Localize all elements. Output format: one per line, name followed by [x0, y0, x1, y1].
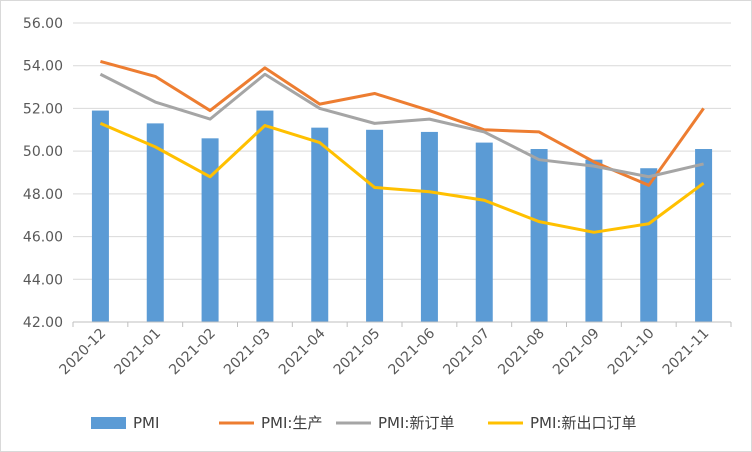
x-tick-label: 2021-11 [660, 326, 713, 379]
bar-pmi [91, 110, 109, 322]
y-tick-label: 54.00 [23, 59, 63, 75]
line-series [99, 59, 705, 234]
x-axis-labels: 2020-12 2021-01 2021-02 2021-03 2021-04 2021-… [57, 325, 713, 378]
line-series-1 [100, 59, 705, 187]
legend-swatch-bar [91, 417, 126, 429]
x-axis [72, 321, 732, 327]
bar-pmi [420, 131, 438, 322]
y-tick-label: 46.00 [23, 230, 63, 246]
x-tick-label: 2021-08 [495, 326, 548, 379]
bar-pmi [311, 127, 329, 323]
y-tick-label: 52.00 [23, 101, 63, 117]
legend-label: PMI [133, 414, 159, 432]
x-tick-label: 2021-09 [550, 326, 603, 379]
bar-pmi [146, 123, 164, 322]
x-tick-label: 2021-05 [331, 326, 384, 379]
y-tick-label: 56.00 [23, 16, 63, 32]
x-tick-label: 2021-07 [440, 326, 493, 379]
y-tick-label: 44.00 [23, 272, 63, 288]
x-tick-label: 2021-03 [221, 326, 274, 379]
bar-pmi [201, 138, 219, 322]
x-tick-label: 2020-12 [57, 326, 110, 379]
line-series-3 [99, 121, 705, 234]
bar-pmi [585, 159, 603, 322]
gridlines [73, 22, 731, 280]
bar-pmi [366, 129, 384, 322]
bar-pmi [640, 168, 658, 322]
bar-pmi [256, 110, 274, 322]
legend-label: PMI:生产 [261, 414, 322, 432]
x-tick-label: 2021-10 [605, 326, 658, 379]
x-tick-label: 2021-02 [166, 326, 219, 379]
y-tick-label: 42.00 [23, 315, 63, 331]
x-tick-label: 2021-04 [276, 325, 329, 378]
legend-label: PMI:新订单 [378, 414, 454, 432]
bar-pmi [695, 149, 713, 322]
y-tick-label: 50.00 [23, 144, 63, 160]
bar-series-pmi [91, 110, 713, 323]
legend: PMI PMI:生产 PMI:新订单 PMI:新出口订单 [91, 414, 636, 432]
bar-pmi [530, 149, 548, 322]
y-tick-label: 48.00 [23, 187, 63, 203]
line-series-2 [99, 72, 704, 179]
legend-label: PMI:新出口订单 [530, 414, 636, 432]
x-tick-label: 2021-06 [386, 325, 439, 378]
y-axis: 42.00 44.00 46.00 48.00 50.00 52.00 54.00 56.00 [23, 16, 63, 331]
bar-pmi [475, 142, 493, 322]
x-tick-label: 2021-01 [111, 326, 164, 379]
